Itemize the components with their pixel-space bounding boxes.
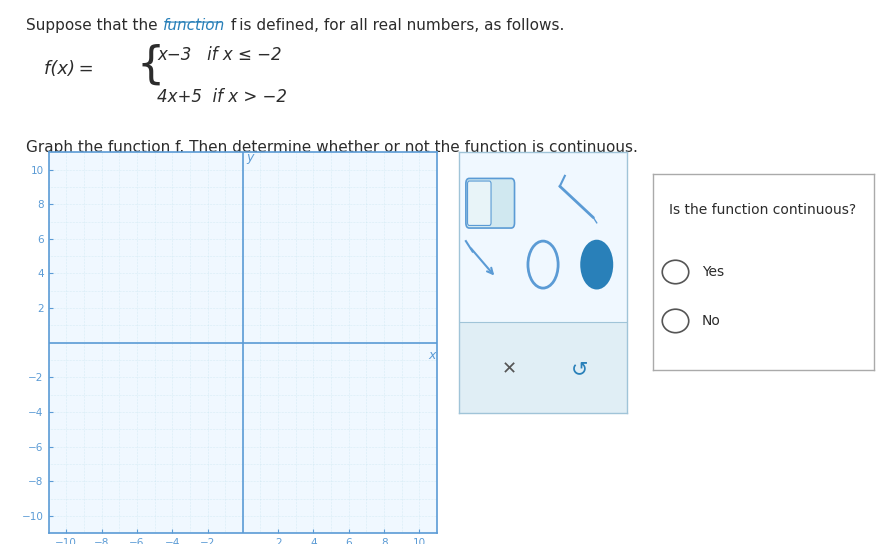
Text: ↺: ↺ bbox=[571, 359, 589, 379]
FancyBboxPatch shape bbox=[468, 181, 491, 225]
Text: f(x) =: f(x) = bbox=[44, 59, 94, 78]
Text: Yes: Yes bbox=[702, 265, 724, 279]
Text: Graph the function f. Then determine whether or not the function is continuous.: Graph the function f. Then determine whe… bbox=[26, 140, 638, 155]
Text: Suppose that the: Suppose that the bbox=[26, 18, 163, 33]
FancyBboxPatch shape bbox=[459, 322, 627, 413]
Text: function: function bbox=[163, 18, 225, 33]
Text: Is the function continuous?: Is the function continuous? bbox=[669, 203, 856, 218]
Text: x−3   if x ≤ −2: x−3 if x ≤ −2 bbox=[157, 46, 282, 64]
Text: x: x bbox=[428, 349, 435, 362]
Text: {: { bbox=[137, 43, 165, 86]
FancyBboxPatch shape bbox=[466, 178, 515, 228]
Text: 4x+5  if x > −2: 4x+5 if x > −2 bbox=[157, 88, 287, 106]
Text: No: No bbox=[702, 314, 721, 328]
Text: y: y bbox=[246, 151, 253, 164]
Text: f is defined, for all real numbers, as follows.: f is defined, for all real numbers, as f… bbox=[226, 18, 564, 33]
Circle shape bbox=[582, 241, 612, 288]
Text: ✕: ✕ bbox=[502, 360, 517, 378]
